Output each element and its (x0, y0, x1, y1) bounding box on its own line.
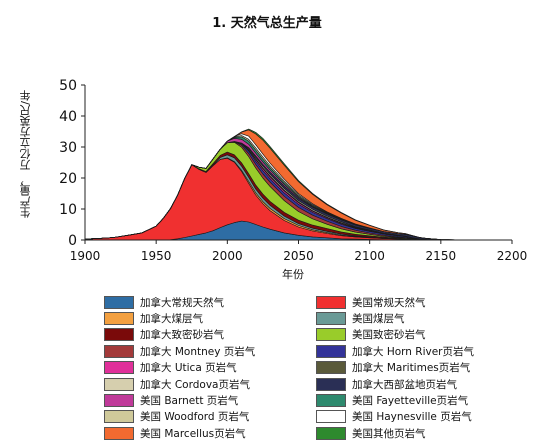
legend-item-美国其他页岩气: 美国其他页岩气 (316, 426, 426, 440)
legend-label: 美国 Marcellus页岩气 (140, 427, 246, 440)
legend-label: 美国常规天然气 (352, 296, 426, 309)
legend-swatch (316, 295, 346, 309)
legend-label: 美国煤层气 (352, 312, 405, 325)
legend-swatch (104, 426, 134, 440)
legend-label: 加拿大常规天然气 (140, 296, 224, 309)
legend-item-加拿大常规天然气: 加拿大常规天然气 (104, 295, 224, 309)
x-tick-label: 2000 (212, 249, 243, 263)
legend-item-美国-Barnett-页岩气: 美国 Barnett 页岩气 (104, 393, 238, 407)
y-tick-label: 10 (59, 202, 77, 218)
legend-swatch (104, 410, 134, 424)
legend-item-美国-Woodford-页岩气: 美国 Woodford 页岩气 (104, 410, 249, 424)
chart-title: 1. 天然气总生产量 (212, 16, 322, 31)
legend-label: 美国 Barnett 页岩气 (140, 394, 239, 407)
x-axis-label: 年份 (282, 268, 304, 281)
y-tick-label: 50 (59, 78, 77, 94)
legend-item-美国致密砂岩气: 美国致密砂岩气 (316, 328, 426, 342)
chart-plot: 1900 1950 2000 2050 2100 2150 2200 0 10 20 30 40 50 (59, 78, 527, 263)
legend-item-加拿大-Montney-页岩气: 加拿大 Montney 页岩气 (104, 344, 255, 358)
legend-swatch (316, 393, 346, 407)
legend-label: 加拿大致密砂岩气 (140, 329, 224, 342)
legend-label: 加拿大煤层气 (140, 312, 203, 325)
legend-item-加拿大-Utica-页岩气: 加拿大 Utica 页岩气 (104, 361, 237, 375)
x-tick-label: 1950 (141, 249, 172, 263)
x-tick-label: 2200 (497, 249, 528, 263)
legend-label: 加拿大 Maritimes页岩气 (352, 362, 471, 375)
legend-swatch (316, 328, 346, 342)
axes-group: 1900 1950 2000 2050 2100 2150 2200 0 10 20 30 40 50 (59, 78, 527, 263)
legend-label: 加拿大 Horn River页岩气 (352, 345, 474, 358)
legend-label: 加拿大 Utica 页岩气 (140, 362, 237, 375)
legend-label: 加拿大西部盆地页岩气 (352, 378, 457, 391)
legend-swatch (316, 344, 346, 358)
legend-label: 加拿大 Montney 页岩气 (140, 345, 256, 358)
legend-label: 美国致密砂岩气 (352, 329, 426, 342)
x-tick-label: 2050 (283, 249, 314, 263)
legend-swatch (316, 377, 346, 391)
legend-item-加拿大-Cordova页岩气: 加拿大 Cordova页岩气 (104, 377, 250, 391)
legend-swatch (104, 344, 134, 358)
legend-swatch (104, 393, 134, 407)
legend-swatch (316, 361, 346, 375)
legend-item-加拿大-Maritimes页岩气: 加拿大 Maritimes页岩气 (316, 361, 470, 375)
legend-swatch (104, 311, 134, 325)
legend-item-加拿大煤层气: 加拿大煤层气 (104, 311, 203, 325)
legend-label: 美国 Woodford 页岩气 (140, 411, 250, 424)
legend-item-加拿大-Horn-River页岩气: 加拿大 Horn River页岩气 (316, 344, 474, 358)
legend-swatch (104, 295, 134, 309)
x-tick-label: 2100 (354, 249, 385, 263)
y-tick-label: 40 (59, 109, 77, 125)
legend-item-加拿大西部盆地页岩气: 加拿大西部盆地页岩气 (316, 377, 457, 391)
legend-swatch (104, 377, 134, 391)
legend-item-美国煤层气: 美国煤层气 (316, 311, 405, 325)
legend-swatch (316, 426, 346, 440)
legend-item-美国常规天然气: 美国常规天然气 (316, 295, 426, 309)
legend-item-美国-Marcellus页岩气: 美国 Marcellus页岩气 (104, 426, 246, 440)
legend-item-美国-Haynesville-页岩气: 美国 Haynesville 页岩气 (316, 410, 472, 424)
area-series-group (84, 128, 484, 241)
x-tick-label: 1900 (70, 249, 101, 263)
legend-swatch (316, 311, 346, 325)
x-tick-label: 2150 (426, 249, 457, 263)
legend-label: 美国 Fayetteville页岩气 (352, 394, 469, 407)
legend-swatch (104, 328, 134, 342)
legend-label: 美国其他页岩气 (352, 427, 426, 440)
legend-label: 加拿大 Cordova页岩气 (140, 378, 250, 391)
legend-item-美国-Fayetteville页岩气: 美国 Fayetteville页岩气 (316, 393, 468, 407)
legend-swatch (316, 410, 346, 424)
legend-swatch (104, 361, 134, 375)
legend-item-加拿大致密砂岩气: 加拿大致密砂岩气 (104, 328, 224, 342)
y-tick-label: 30 (59, 140, 77, 156)
legend-label: 美国 Haynesville 页岩气 (352, 411, 472, 424)
y-tick-label: 20 (59, 171, 77, 187)
y-tick-label: 0 (68, 233, 77, 249)
